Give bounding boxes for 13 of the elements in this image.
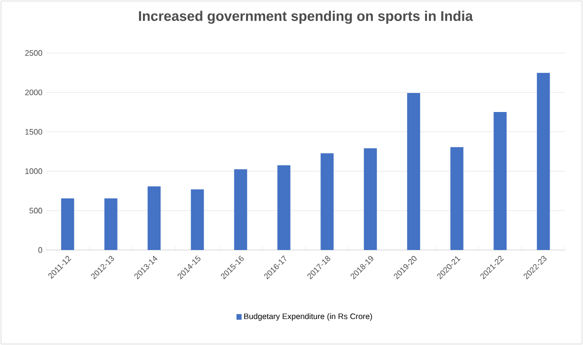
- bar: [148, 186, 161, 250]
- bar: [364, 148, 377, 250]
- bar: [536, 72, 550, 250]
- bar: [407, 92, 420, 250]
- bar: [320, 153, 334, 250]
- bar: [234, 169, 248, 250]
- bar: [450, 147, 464, 250]
- bar: [61, 198, 74, 250]
- bar: [104, 198, 118, 250]
- bar: [494, 112, 507, 250]
- bar: [277, 165, 290, 250]
- chart-title: Increased government spending on sports in India: [139, 10, 473, 24]
- bar: [190, 189, 204, 250]
